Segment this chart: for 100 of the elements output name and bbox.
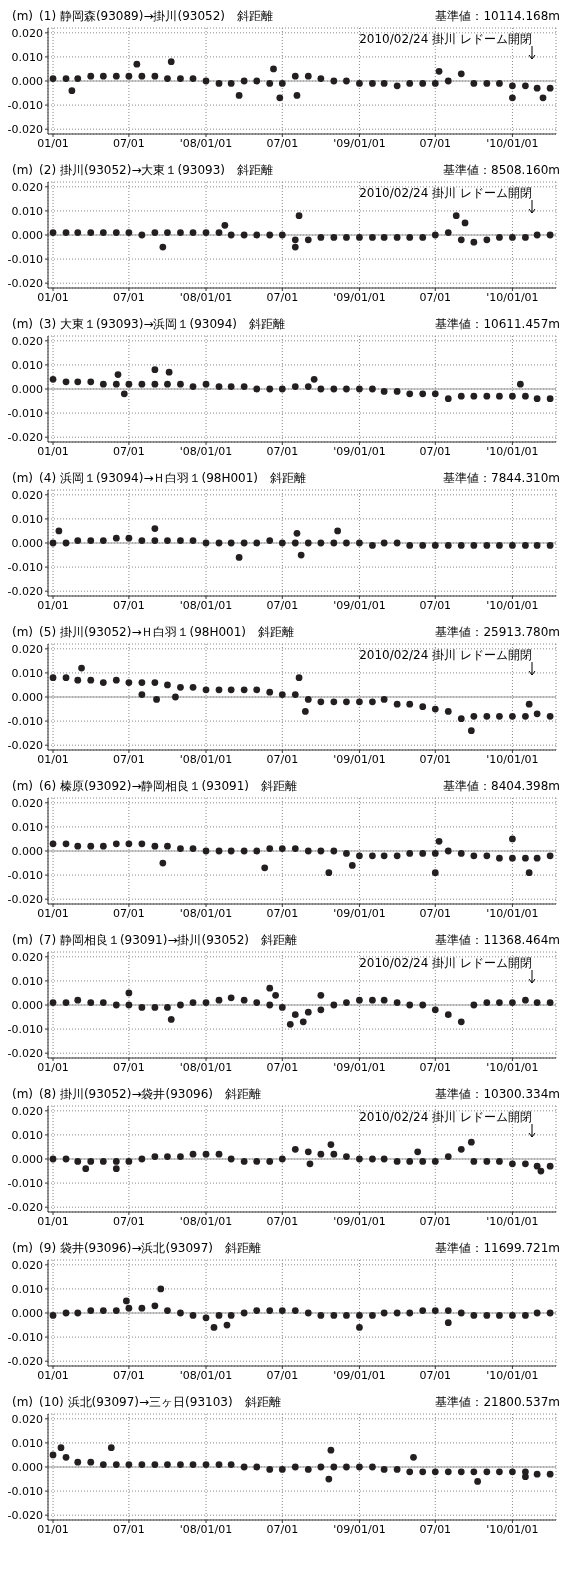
point [393, 700, 401, 708]
point [151, 1461, 159, 1468]
point [189, 75, 197, 82]
point [419, 80, 427, 87]
point [49, 75, 57, 82]
x-tick-label: '10/01/01 [486, 136, 539, 150]
point [125, 1001, 133, 1009]
point [533, 542, 541, 549]
point [266, 231, 274, 239]
point [431, 390, 439, 398]
point [227, 80, 235, 87]
point [369, 1312, 376, 1319]
y-tick-label: 0.010 [11, 358, 43, 372]
y-tick-label: -0.010 [7, 1023, 43, 1036]
point [266, 1466, 274, 1473]
chart-subtitle: 基準値：10114.168m [435, 8, 560, 24]
y-tick-label: 0.020 [11, 1258, 43, 1272]
point [240, 383, 248, 390]
point [278, 385, 286, 393]
y-tick-label: 0.000 [11, 536, 43, 550]
point [253, 1307, 261, 1314]
point [87, 72, 95, 80]
point [172, 693, 179, 701]
point [380, 996, 388, 1004]
point [343, 77, 350, 85]
point [470, 712, 478, 720]
point [297, 551, 305, 559]
point [406, 700, 414, 708]
point [419, 1468, 427, 1476]
point [227, 686, 235, 694]
point [457, 1468, 465, 1476]
chart-subtitle: 基準値：8404.398m [443, 778, 560, 794]
point [317, 847, 325, 855]
x-tick-label: 01/01 [37, 444, 69, 458]
point [516, 380, 524, 388]
y-tick-label: 0.000 [11, 844, 43, 858]
point [496, 234, 503, 241]
point [293, 529, 301, 537]
y-tick-label: -0.020 [7, 1201, 43, 1215]
chart-title: (1) 静岡森(93089)→掛川(93052) 斜距離 [39, 9, 274, 23]
point [202, 1314, 210, 1322]
x-tick-label: 07/01 [113, 1522, 145, 1536]
point [330, 77, 338, 85]
point [431, 1158, 439, 1165]
point [380, 1466, 388, 1473]
point [330, 234, 338, 241]
chart-title: (3) 大東１(93093)→浜岡１(93094) 斜距離 [39, 317, 286, 331]
point [317, 539, 325, 547]
x-tick-label: 07/01 [266, 1060, 299, 1074]
point [343, 1153, 350, 1160]
point [215, 1312, 223, 1319]
point [125, 679, 133, 686]
x-tick-label: '10/01/01 [486, 598, 539, 612]
point [461, 219, 469, 227]
x-tick-label: 07/01 [419, 752, 452, 766]
point [330, 1463, 338, 1471]
point [189, 383, 197, 390]
point [457, 1145, 465, 1153]
point [215, 80, 223, 87]
y-tick-label: -0.010 [7, 561, 43, 574]
point [369, 698, 376, 706]
point [189, 537, 197, 544]
point [496, 1312, 503, 1319]
point [380, 539, 388, 547]
point [266, 845, 274, 852]
y-tick-label: -0.010 [7, 407, 43, 420]
point [533, 1309, 541, 1317]
point [153, 696, 160, 703]
point [291, 1307, 299, 1314]
point [483, 1312, 491, 1319]
point [99, 679, 107, 686]
point [483, 852, 491, 860]
x-tick-label: '08/01/01 [179, 906, 233, 920]
y-tick-label: -0.020 [7, 893, 43, 907]
point [49, 840, 57, 848]
point [406, 1001, 414, 1009]
point [227, 383, 235, 390]
point [533, 395, 541, 403]
point [546, 1162, 554, 1170]
point [444, 1319, 452, 1327]
point [167, 58, 175, 66]
point [57, 1444, 65, 1452]
point [291, 236, 299, 244]
point [343, 539, 350, 547]
x-tick-label: 07/01 [419, 444, 452, 458]
x-tick-label: 01/01 [37, 752, 69, 766]
point [253, 1463, 261, 1471]
point [74, 1158, 82, 1165]
y-tick-label: 0.000 [11, 1306, 43, 1320]
point [419, 234, 427, 241]
point [522, 392, 529, 400]
point [74, 1458, 82, 1466]
point [539, 94, 547, 102]
point [444, 847, 452, 855]
y-axis-title: (m) [12, 317, 34, 331]
point [393, 999, 401, 1006]
point [525, 869, 533, 877]
point [435, 67, 443, 75]
point [125, 1158, 133, 1165]
point [522, 996, 529, 1004]
